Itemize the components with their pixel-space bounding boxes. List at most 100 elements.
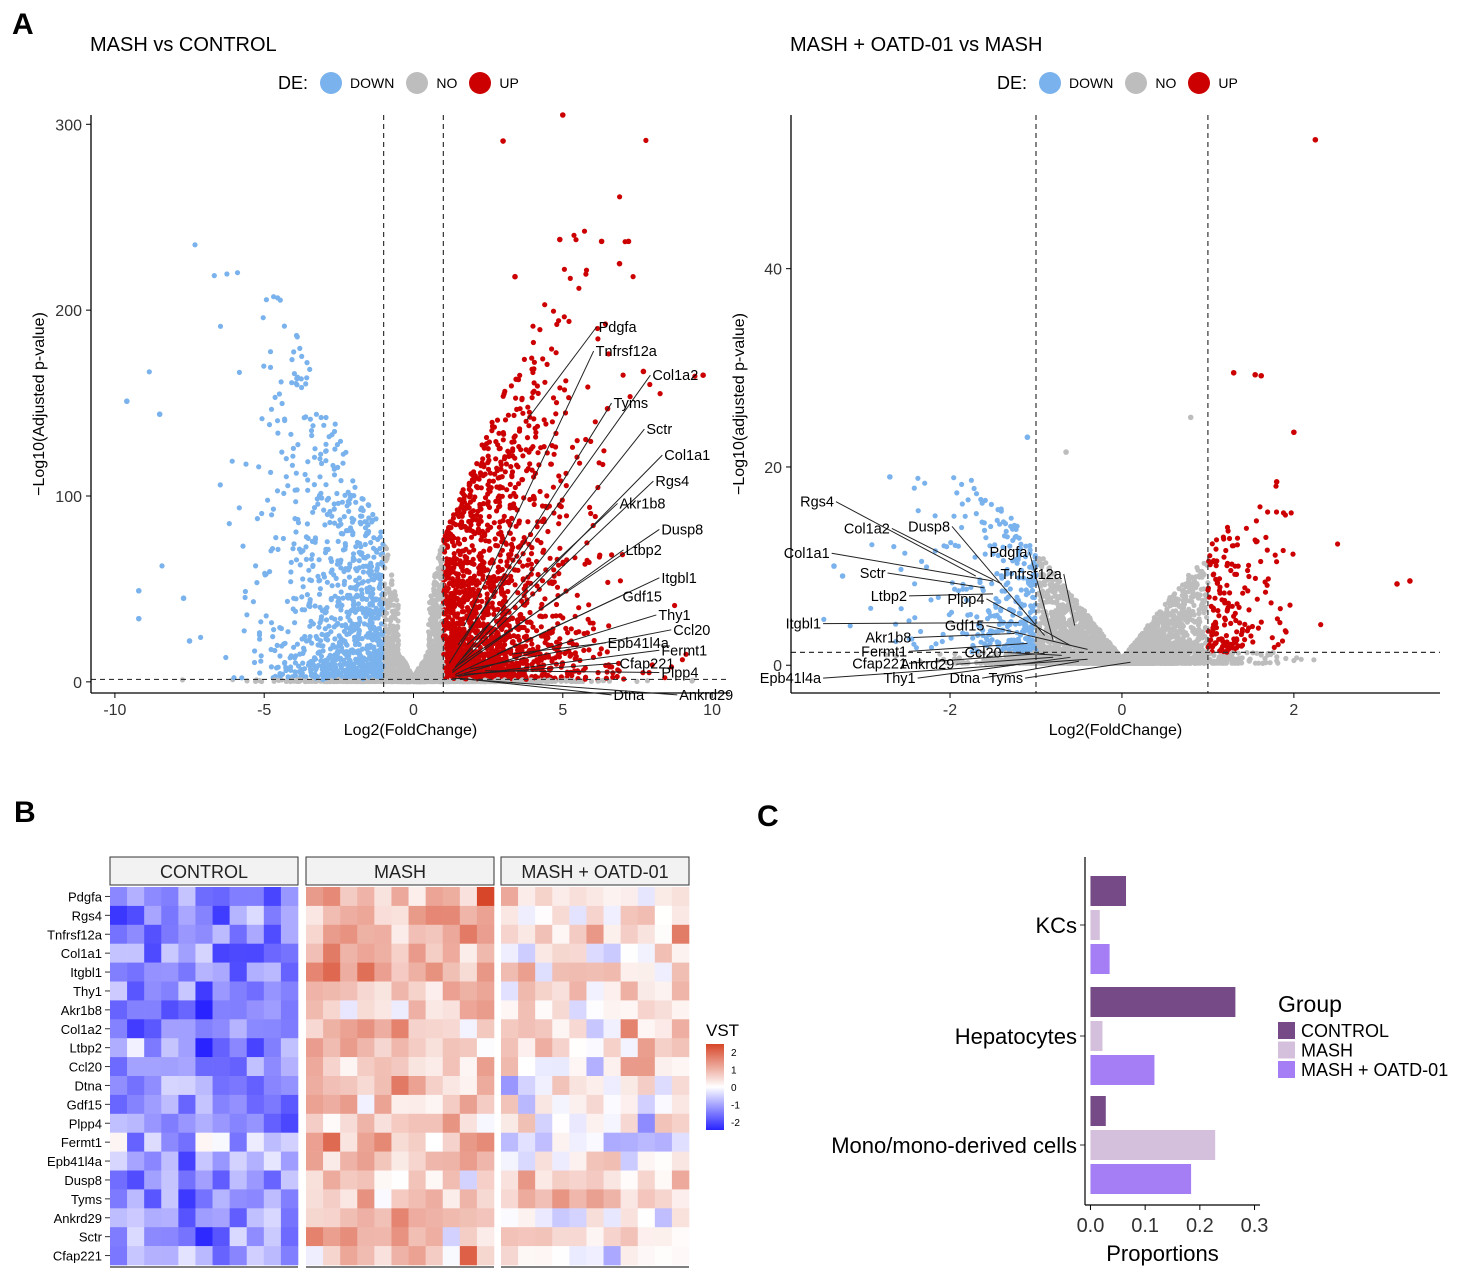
data-point bbox=[330, 669, 336, 675]
data-point bbox=[513, 395, 519, 401]
data-point bbox=[549, 629, 555, 635]
data-point bbox=[509, 439, 515, 445]
data-point bbox=[492, 471, 498, 477]
no-legend-dot bbox=[406, 72, 429, 94]
data-point bbox=[506, 453, 512, 459]
data-point bbox=[299, 353, 305, 359]
data-point bbox=[567, 653, 573, 659]
data-point bbox=[334, 649, 340, 655]
data-point bbox=[501, 456, 508, 462]
data-point bbox=[290, 453, 296, 459]
data-point bbox=[355, 601, 362, 607]
data-point bbox=[605, 579, 611, 586]
data-point bbox=[581, 647, 587, 654]
data-point bbox=[319, 631, 325, 638]
data-point bbox=[474, 628, 480, 634]
data-point bbox=[567, 275, 573, 281]
data-point bbox=[496, 493, 502, 499]
data-point bbox=[485, 527, 491, 533]
data-point bbox=[504, 559, 510, 565]
data-point bbox=[338, 565, 344, 571]
data-point bbox=[292, 672, 298, 679]
data-point bbox=[289, 357, 295, 363]
data-point bbox=[496, 446, 502, 452]
data-point bbox=[471, 547, 477, 553]
data-point bbox=[276, 677, 282, 684]
data-point bbox=[581, 631, 587, 637]
data-point bbox=[465, 578, 471, 584]
data-point bbox=[461, 536, 467, 543]
data-point bbox=[568, 626, 574, 632]
data-point bbox=[548, 461, 555, 467]
data-point bbox=[276, 391, 282, 397]
data-point bbox=[320, 662, 326, 668]
data-point bbox=[509, 448, 516, 454]
data-point bbox=[253, 563, 259, 569]
data-point bbox=[531, 380, 537, 386]
data-point bbox=[303, 544, 309, 550]
data-point bbox=[338, 607, 344, 613]
data-point bbox=[539, 601, 545, 607]
data-point bbox=[644, 678, 651, 684]
data-point bbox=[340, 460, 346, 466]
data-point bbox=[329, 513, 335, 519]
data-point bbox=[485, 502, 491, 508]
data-point bbox=[497, 474, 503, 480]
data-point bbox=[592, 513, 598, 520]
data-point bbox=[647, 381, 653, 388]
data-point bbox=[353, 566, 359, 572]
data-point bbox=[482, 532, 488, 539]
data-point bbox=[271, 627, 277, 633]
data-point bbox=[500, 430, 506, 436]
data-point bbox=[533, 434, 539, 440]
data-point bbox=[323, 458, 329, 464]
data-point bbox=[517, 426, 523, 432]
data-point bbox=[268, 548, 274, 554]
data-point bbox=[446, 601, 452, 607]
data-point bbox=[553, 411, 559, 417]
data-point bbox=[257, 670, 263, 676]
data-point bbox=[312, 603, 318, 609]
data-point bbox=[265, 497, 271, 503]
data-point bbox=[508, 383, 514, 389]
data-point bbox=[588, 438, 594, 444]
data-point bbox=[492, 536, 498, 542]
data-point bbox=[375, 615, 381, 621]
data-point bbox=[530, 493, 537, 499]
data-point bbox=[523, 643, 529, 649]
data-point bbox=[535, 644, 541, 650]
data-point bbox=[526, 449, 532, 455]
data-point bbox=[293, 470, 299, 476]
panel-label-a: A bbox=[12, 8, 34, 41]
data-point bbox=[331, 466, 337, 472]
data-point bbox=[332, 421, 338, 427]
data-point bbox=[321, 574, 327, 580]
data-point bbox=[321, 422, 327, 428]
data-point bbox=[497, 600, 503, 607]
data-point bbox=[340, 547, 346, 553]
data-point bbox=[517, 372, 523, 378]
data-point bbox=[453, 522, 459, 528]
data-point bbox=[528, 561, 535, 567]
data-point bbox=[518, 598, 525, 604]
data-point bbox=[471, 478, 477, 484]
data-point bbox=[561, 266, 568, 272]
data-point bbox=[535, 450, 541, 456]
data-point bbox=[297, 345, 303, 351]
data-point bbox=[510, 544, 516, 551]
data-point bbox=[527, 609, 533, 616]
data-point bbox=[519, 477, 525, 483]
up-legend-label: UP bbox=[499, 75, 519, 91]
data-point bbox=[314, 496, 320, 502]
data-point bbox=[338, 530, 344, 537]
data-point bbox=[347, 592, 353, 598]
data-point bbox=[574, 592, 580, 598]
data-point bbox=[489, 604, 495, 610]
data-point bbox=[477, 514, 484, 520]
data-point bbox=[433, 607, 439, 613]
data-point bbox=[494, 484, 500, 490]
data-point bbox=[331, 506, 337, 512]
data-point bbox=[556, 562, 562, 568]
data-point bbox=[292, 608, 299, 615]
data-point bbox=[511, 412, 517, 418]
